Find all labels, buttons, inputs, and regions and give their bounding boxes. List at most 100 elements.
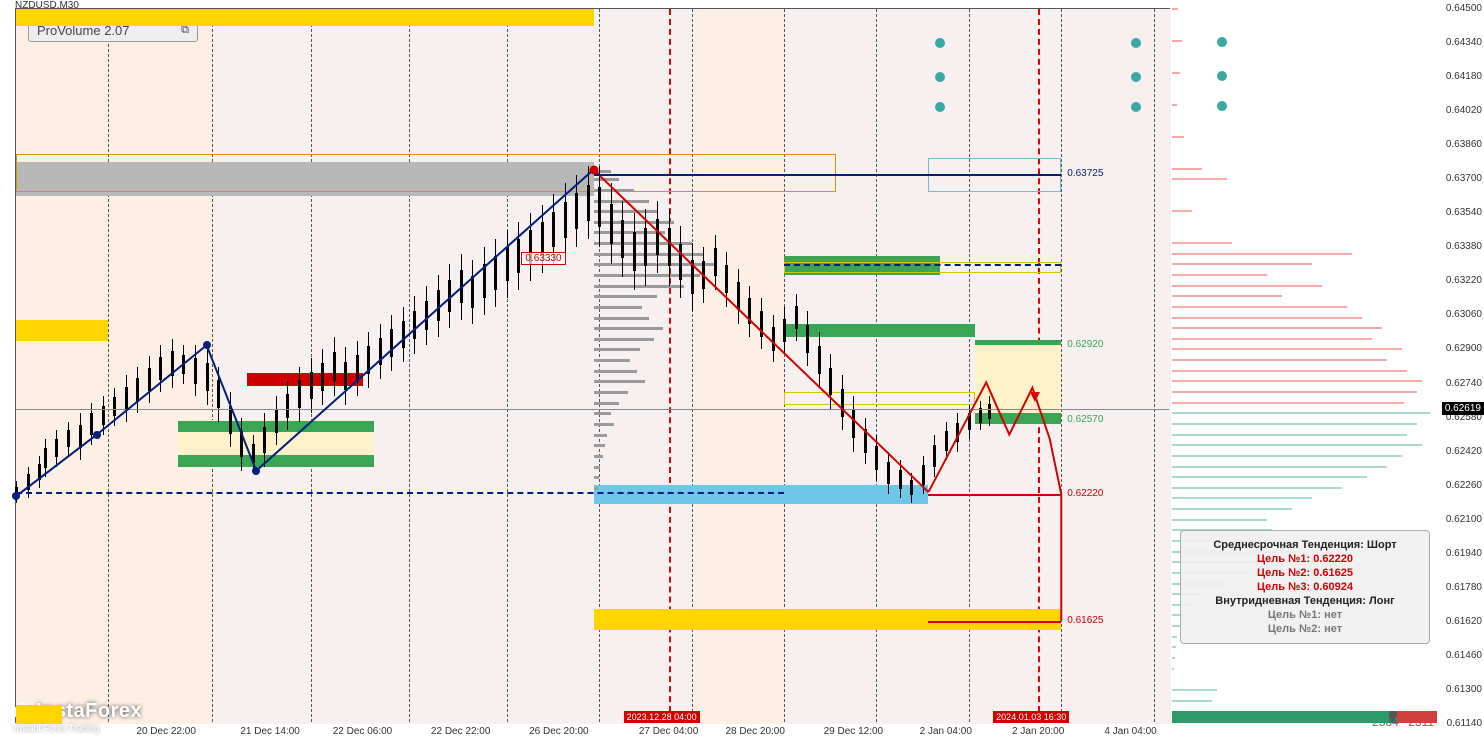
gridline-v: [108, 9, 109, 722]
volume-bar: [1172, 210, 1192, 212]
candle-body: [44, 448, 47, 467]
candle-body: [298, 380, 301, 408]
volume-bar: [1172, 646, 1176, 648]
session-volume-bar: [594, 338, 654, 341]
candle-body: [679, 244, 682, 280]
candle-body: [390, 329, 393, 357]
volume-bar: [1172, 455, 1402, 457]
zigzag-pivot: [252, 467, 260, 475]
candle-body: [737, 282, 740, 310]
arrow-down-icon: [1030, 392, 1040, 402]
annotation-label: 0.63330: [521, 252, 565, 265]
price-zone: [784, 324, 975, 337]
candle-body: [79, 425, 82, 448]
volume-bar: [1172, 700, 1212, 702]
candle-body: [922, 465, 925, 484]
volume-bar: [1172, 466, 1387, 468]
candle-body: [125, 387, 128, 410]
candle-body: [945, 431, 948, 450]
marker-dot: [1217, 37, 1227, 47]
session-volume-bar: [594, 380, 646, 383]
level-line: [928, 494, 1061, 496]
candle-body: [194, 358, 197, 384]
zigzag-pivot: [93, 431, 101, 439]
zigzag-pivot: [12, 492, 20, 500]
y-tick-label: 0.64180: [1446, 71, 1482, 82]
price-plot[interactable]: 0.622200.616250.637250.629200.625700.633…: [15, 8, 1170, 723]
volume-bar: [1172, 497, 1312, 499]
vol-b: 2311: [1408, 715, 1434, 729]
volume-bar: [1172, 317, 1362, 319]
candle-body: [275, 409, 278, 433]
y-tick-label: 0.61940: [1446, 548, 1482, 559]
candle-body: [725, 265, 728, 293]
x-tick-label: 22 Dec 22:00: [431, 726, 491, 737]
volume-bar: [1172, 274, 1267, 276]
price-zone: [594, 485, 929, 504]
x-tick-label: 2 Jan 20:00: [1012, 726, 1064, 737]
volume-bar: [1172, 253, 1352, 255]
x-tick-label: 27 Dec 04:00: [639, 726, 699, 737]
x-tick-label: 20 Dec 22:00: [136, 726, 196, 737]
annotation-label: 0.62920: [1064, 339, 1106, 350]
session-volume-bar: [594, 306, 643, 309]
session-timestamp: 2023.12.28 04:00: [624, 711, 700, 723]
level-line: [784, 264, 1061, 266]
candle-body: [27, 474, 30, 490]
candle-body: [367, 346, 370, 374]
candle-body: [656, 219, 659, 255]
candle-body: [310, 372, 313, 400]
marker-dot: [1131, 72, 1141, 82]
candle-body: [483, 264, 486, 298]
candle-body: [956, 423, 959, 442]
volume-bar: [1172, 444, 1422, 446]
price-zone: [16, 705, 62, 724]
candle-body: [541, 222, 544, 256]
marker-dot: [935, 102, 945, 112]
candle-body: [206, 363, 209, 391]
session-volume-bar: [594, 402, 619, 405]
gridline-v: [507, 9, 508, 722]
candle-body: [760, 311, 763, 337]
candle-body: [841, 389, 844, 417]
y-tick-label: 0.62260: [1446, 480, 1482, 491]
session-volume-bar: [594, 317, 649, 320]
annotation-label: 0.62570: [1064, 414, 1106, 425]
session-volume-bar: [594, 423, 615, 426]
session-volume-bar: [594, 434, 608, 437]
candle-body: [795, 306, 798, 329]
session-volume-bar: [594, 455, 603, 458]
volume-bar: [1172, 391, 1417, 393]
volume-bar: [1172, 285, 1322, 287]
price-zone: [16, 9, 594, 26]
candle-body: [38, 464, 41, 480]
candle-body: [968, 413, 971, 430]
candle-body: [113, 397, 116, 416]
volume-bar: [1172, 306, 1347, 308]
panel-row: Цель №1: нет: [1189, 609, 1421, 621]
gridline-v: [409, 9, 410, 722]
session-volume-bar: [594, 476, 600, 479]
candle-body: [910, 480, 913, 495]
candle-body: [702, 261, 705, 289]
volume-bar: [1172, 178, 1227, 180]
y-tick-label: 0.64020: [1446, 105, 1482, 116]
session-volume-bar: [594, 285, 684, 288]
gridline-v: [1061, 9, 1062, 722]
candle-body: [552, 212, 555, 247]
y-tick-label: 0.62740: [1446, 378, 1482, 389]
y-tick-label: 0.63860: [1446, 139, 1482, 150]
price-zone: [16, 154, 836, 192]
x-tick-label: 28 Dec 20:00: [725, 726, 785, 737]
level-line: [928, 621, 1061, 623]
candle-body: [852, 410, 855, 438]
y-tick-label: 0.63700: [1446, 173, 1482, 184]
volume-bar: [1172, 338, 1372, 340]
candle-body: [587, 185, 590, 221]
marker-dot: [1217, 101, 1227, 111]
candle-body: [899, 470, 902, 489]
volume-bar: [1172, 487, 1342, 489]
candle-body: [448, 280, 451, 312]
session-volume-bar: [594, 231, 666, 234]
volume-bar: [1172, 263, 1312, 265]
